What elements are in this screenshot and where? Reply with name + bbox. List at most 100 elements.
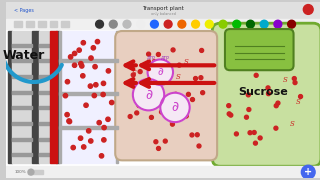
Circle shape — [182, 96, 186, 100]
Circle shape — [91, 46, 95, 50]
Text: S: S — [183, 58, 188, 66]
Circle shape — [138, 70, 142, 74]
Text: S: S — [296, 98, 301, 105]
Bar — [60, 31, 61, 163]
Circle shape — [154, 140, 158, 144]
Circle shape — [63, 93, 68, 98]
Circle shape — [192, 20, 199, 28]
Circle shape — [80, 64, 84, 68]
Circle shape — [227, 112, 231, 116]
Circle shape — [84, 103, 88, 107]
Circle shape — [133, 79, 164, 110]
Circle shape — [72, 51, 77, 56]
Bar — [12, 154, 32, 156]
Circle shape — [260, 20, 268, 28]
Circle shape — [301, 165, 315, 179]
Circle shape — [140, 96, 144, 100]
Bar — [61, 21, 69, 27]
Circle shape — [102, 125, 106, 130]
Circle shape — [145, 95, 149, 99]
Circle shape — [163, 139, 167, 143]
Circle shape — [274, 104, 278, 108]
Bar — [6, 2, 320, 19]
Circle shape — [137, 103, 141, 107]
Text: < Pages: < Pages — [14, 8, 34, 13]
Circle shape — [102, 138, 106, 142]
Circle shape — [95, 39, 100, 44]
Circle shape — [86, 129, 91, 133]
Circle shape — [159, 66, 163, 70]
Circle shape — [94, 83, 98, 87]
Circle shape — [292, 76, 296, 80]
Circle shape — [137, 20, 145, 28]
Circle shape — [176, 108, 180, 112]
Text: +: + — [304, 167, 312, 177]
Circle shape — [165, 69, 169, 73]
Bar — [56, 31, 60, 163]
Circle shape — [169, 118, 173, 122]
Bar — [60, 31, 118, 163]
Circle shape — [246, 93, 250, 97]
Circle shape — [141, 100, 145, 104]
Circle shape — [201, 91, 204, 95]
Circle shape — [153, 60, 156, 64]
Circle shape — [101, 92, 105, 97]
Circle shape — [247, 108, 251, 111]
Text: ∂: ∂ — [172, 100, 179, 114]
Circle shape — [156, 53, 160, 56]
Circle shape — [165, 74, 169, 78]
Bar — [116, 31, 118, 163]
Bar — [12, 138, 32, 141]
Bar — [39, 31, 56, 163]
Circle shape — [153, 97, 157, 101]
Circle shape — [71, 145, 76, 150]
Text: S: S — [132, 69, 136, 77]
Circle shape — [195, 133, 199, 137]
Circle shape — [184, 114, 188, 118]
Bar — [8, 31, 12, 163]
Circle shape — [160, 93, 190, 122]
Circle shape — [82, 145, 86, 149]
Bar — [6, 19, 320, 29]
Circle shape — [72, 63, 77, 67]
Circle shape — [190, 98, 195, 102]
Circle shape — [158, 71, 162, 75]
Circle shape — [235, 132, 238, 136]
Circle shape — [147, 52, 150, 56]
Circle shape — [157, 102, 161, 106]
Circle shape — [135, 111, 139, 115]
Text: S: S — [290, 120, 295, 128]
Text: only balanced: only balanced — [151, 12, 176, 16]
Circle shape — [246, 20, 254, 28]
Circle shape — [142, 90, 146, 94]
Circle shape — [160, 66, 164, 70]
Circle shape — [160, 72, 164, 76]
Circle shape — [88, 84, 92, 88]
Bar — [12, 44, 32, 47]
Circle shape — [244, 115, 248, 119]
Circle shape — [229, 113, 233, 117]
Circle shape — [96, 20, 103, 28]
Circle shape — [89, 139, 93, 143]
Circle shape — [288, 20, 295, 28]
Circle shape — [123, 20, 131, 28]
Circle shape — [199, 76, 203, 80]
Circle shape — [28, 169, 34, 175]
Circle shape — [68, 55, 73, 59]
Bar — [12, 106, 32, 109]
Circle shape — [93, 65, 97, 69]
Circle shape — [258, 136, 262, 140]
Circle shape — [178, 20, 186, 28]
Circle shape — [293, 81, 297, 85]
Bar — [60, 126, 118, 129]
Circle shape — [174, 92, 178, 96]
Circle shape — [303, 4, 313, 14]
Circle shape — [92, 93, 96, 98]
Bar — [39, 154, 56, 156]
Text: 100%: 100% — [14, 170, 26, 174]
FancyBboxPatch shape — [115, 31, 217, 160]
Circle shape — [171, 122, 174, 126]
Circle shape — [101, 81, 106, 86]
Bar — [6, 29, 320, 178]
Circle shape — [187, 92, 190, 96]
